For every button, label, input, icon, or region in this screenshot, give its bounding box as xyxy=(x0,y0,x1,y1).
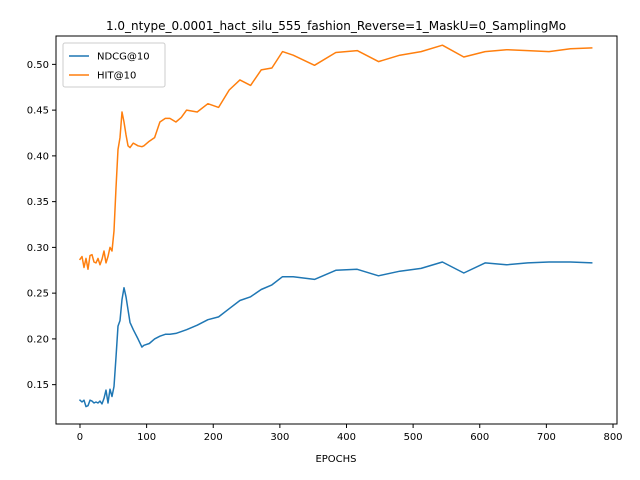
x-tick-label: 300 xyxy=(270,432,289,443)
series-layer xyxy=(78,44,593,408)
tick-layer: 0 100 200 300 400 500 600 700 800 0.15 0.20 0.25 0.3… xyxy=(27,60,623,443)
y-tick-label: 0.30 xyxy=(27,243,49,254)
x-tick-label: 500 xyxy=(404,432,423,443)
x-tick-label: 400 xyxy=(337,432,356,443)
legend: NDCG@10 HIT@10 xyxy=(62,42,166,88)
series-line-hit-10 xyxy=(78,44,593,271)
x-axis-label: EPOCHS xyxy=(315,454,356,465)
x-tick-label: 100 xyxy=(137,432,156,443)
y-tick-label: 0.25 xyxy=(27,289,49,300)
y-tick-label: 0.35 xyxy=(27,197,49,208)
y-tick-label: 0.50 xyxy=(27,60,49,71)
x-tick-label: 200 xyxy=(204,432,223,443)
series-line-ndcg-10 xyxy=(78,261,593,408)
legend-label: NDCG@10 xyxy=(97,52,150,63)
y-tick-label: 0.45 xyxy=(27,106,49,117)
legend-label: HIT@10 xyxy=(97,71,136,82)
y-tick-label: 0.15 xyxy=(27,380,49,391)
legend-box xyxy=(62,42,166,88)
plot-area xyxy=(56,36,617,424)
y-tick-label: 0.40 xyxy=(27,151,49,162)
x-tick-label: 700 xyxy=(537,432,556,443)
x-tick-label: 800 xyxy=(603,432,622,443)
chart-title: 1.0_ntype_0.0001_hact_silu_555_fashion_R… xyxy=(106,19,566,33)
plot-frame xyxy=(55,35,618,425)
x-tick-label: 0 xyxy=(77,432,83,443)
y-tick-label: 0.20 xyxy=(27,334,49,345)
x-tick-label: 600 xyxy=(470,432,489,443)
